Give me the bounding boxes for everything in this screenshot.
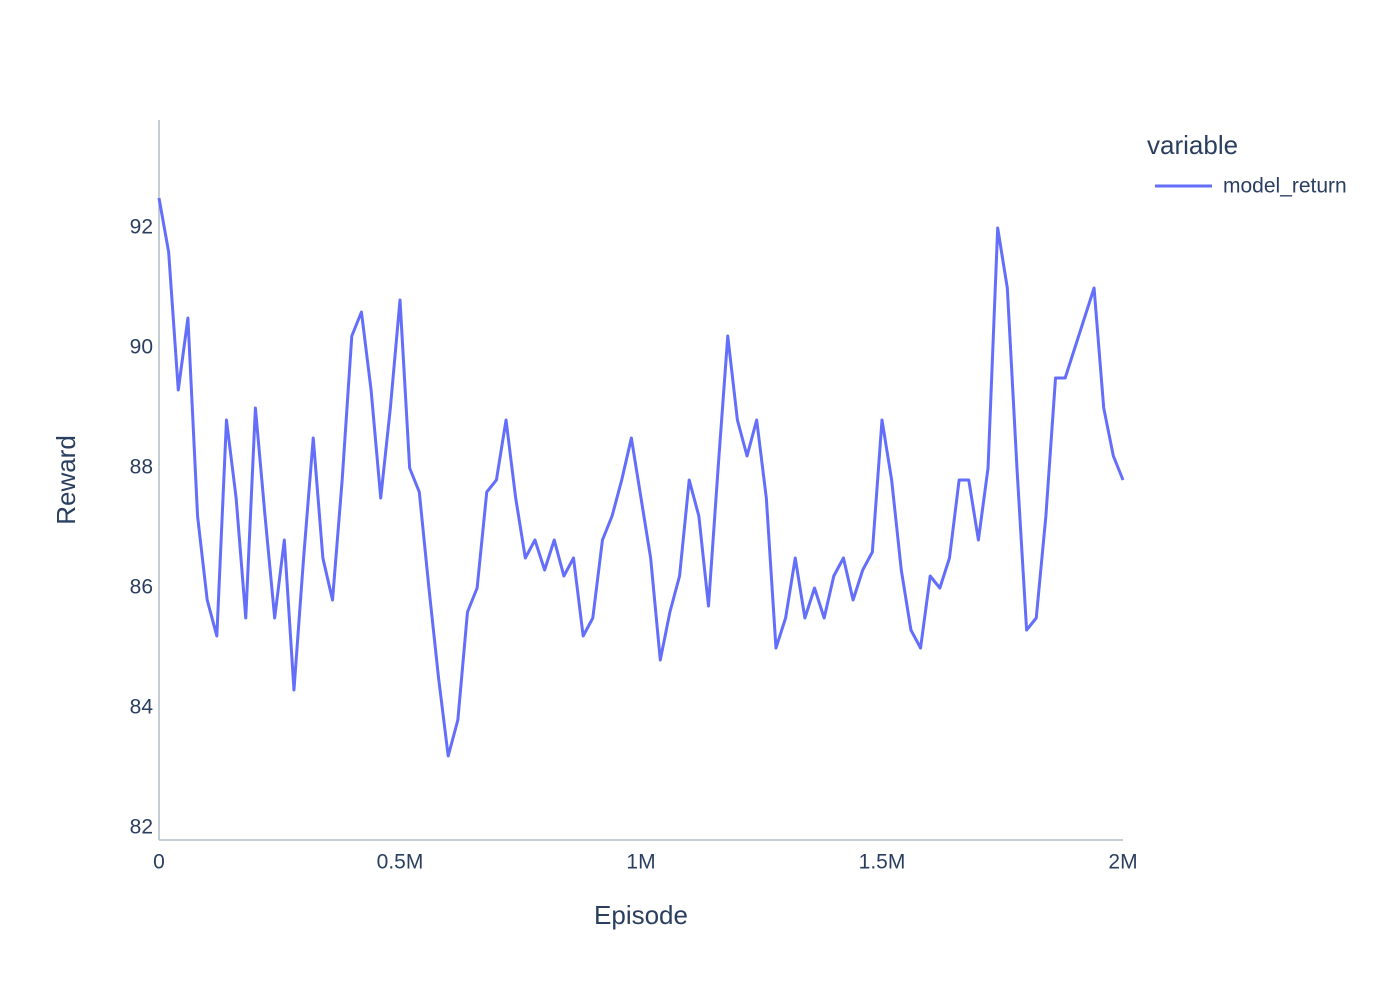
x-tick-label: 0	[153, 851, 165, 874]
y-tick-label: 90	[130, 336, 153, 359]
y-tick-label: 82	[130, 816, 153, 839]
x-tick-label: 1.5M	[859, 851, 906, 874]
legend-label: model_return	[1223, 175, 1347, 198]
y-axis-title: Reward	[51, 435, 81, 525]
legend-title: variable	[1147, 130, 1238, 160]
y-tick-label: 92	[130, 216, 153, 239]
y-tick-label: 86	[130, 576, 153, 599]
x-axis-title: Episode	[594, 900, 688, 930]
y-tick-label: 84	[130, 696, 154, 719]
y-tick-label: 88	[130, 456, 153, 479]
x-tick-label: 0.5M	[377, 851, 424, 874]
x-tick-label: 1M	[626, 851, 655, 874]
series-line	[157, 197, 1125, 758]
x-tick-label: 2M	[1108, 851, 1137, 874]
